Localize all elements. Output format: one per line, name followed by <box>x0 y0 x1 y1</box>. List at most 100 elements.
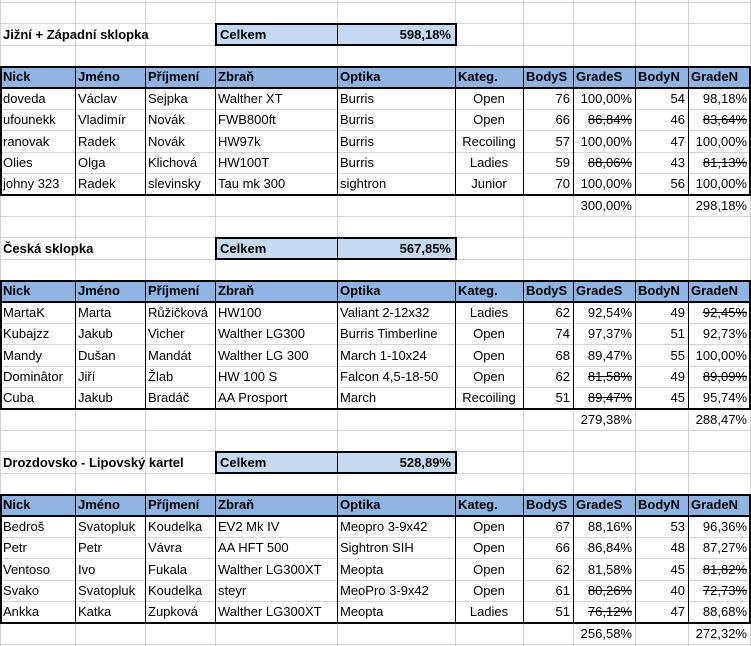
table-cell: 80,26% <box>587 582 632 598</box>
table-cell: 86,84% <box>587 112 632 128</box>
table-cell: Jakub <box>78 390 113 406</box>
table-cell: Meopro 3-9x42 <box>340 518 428 534</box>
table-cell: 88,68% <box>702 604 747 620</box>
table-cell: 47 <box>670 133 685 149</box>
table-cell: Open <box>473 582 505 598</box>
header-border <box>0 514 751 517</box>
table-cell: 81,82% <box>702 561 747 577</box>
table-cell: Mandát <box>148 347 192 363</box>
table-cell: Vladimír <box>78 112 126 128</box>
table-cell: 45 <box>670 390 685 406</box>
section-title: Česká sklopka <box>3 240 94 256</box>
table-cell: MeoPro 3-9x42 <box>340 582 429 598</box>
table-cell: 96,36% <box>702 518 747 534</box>
table-cell: 47 <box>670 604 685 620</box>
grid-line <box>0 2 751 3</box>
column-header: Příjmení <box>148 497 200 513</box>
column-header: Nick <box>3 497 31 513</box>
table-cell: Olies <box>3 154 33 170</box>
section-title: Drozdovsko - Lipovský kartel <box>3 454 184 470</box>
column-header: Zbraň <box>218 497 255 513</box>
table-cell: Sejpka <box>148 90 188 106</box>
column-header: Jméno <box>78 497 120 513</box>
grid-line <box>0 151 751 153</box>
header-border <box>0 300 751 303</box>
table-cell: AA Prosport <box>218 390 288 406</box>
table-cell: 48 <box>670 540 685 556</box>
table-cell: Open <box>473 326 505 342</box>
table-cell: Walther LG300 <box>218 326 305 342</box>
column-border <box>455 280 456 409</box>
table-cell: 62 <box>555 368 570 384</box>
table-cell: ufounekk <box>3 112 56 128</box>
table-cell: Koudelka <box>148 518 203 534</box>
table-cell: sightron <box>340 176 387 192</box>
table-cell: Vávra <box>148 540 182 556</box>
table-cell: 49 <box>670 368 685 384</box>
column-border <box>688 66 689 195</box>
table-cell: Valiant 2-12x32 <box>340 304 430 320</box>
table-cell: Walther LG300XT <box>218 561 322 577</box>
section-title: Jižní + Západní sklopka <box>3 26 149 42</box>
table-cell: Dušan <box>78 347 116 363</box>
column-header: GradeN <box>691 283 738 299</box>
column-header: Optika <box>340 497 381 513</box>
table-cell: March <box>340 390 377 406</box>
table-cell: 81,13% <box>702 154 747 170</box>
column-header: Kateg. <box>458 283 498 299</box>
table-cell: slevinsky <box>148 176 201 192</box>
column-border <box>215 280 216 409</box>
table-cell: Radek <box>78 176 116 192</box>
table-cell: Open <box>473 518 505 534</box>
column-border <box>455 66 456 195</box>
table-cell: Tau mk 300 <box>218 176 286 192</box>
column-header: GradeS <box>576 497 623 513</box>
table-cell: 81,58% <box>587 561 632 577</box>
total-divider <box>337 451 338 473</box>
total-box <box>215 451 457 474</box>
grid-line <box>0 109 751 110</box>
table-cell: Burris Timberline <box>340 326 438 342</box>
grid-line <box>0 537 751 538</box>
table-cell: Petr <box>3 540 27 556</box>
table-cell: Ladies <box>469 604 509 620</box>
total-box <box>215 23 457 46</box>
column-border <box>573 494 574 623</box>
header-bg <box>0 66 751 88</box>
table-border <box>0 494 751 624</box>
total-label: Celkem <box>220 454 267 470</box>
column-border <box>635 280 636 409</box>
total-label: Celkem <box>220 240 267 256</box>
column-header: BodyS <box>526 283 568 299</box>
table-cell: Ventoso <box>3 561 50 577</box>
table-cell: Jiří <box>78 368 96 384</box>
table-cell: Novák <box>148 112 185 128</box>
column-header: Zbraň <box>218 283 255 299</box>
table-cell: 81,58% <box>587 368 632 384</box>
table-cell: doveda <box>3 90 46 106</box>
table-cell: Vicher <box>148 326 185 342</box>
table-cell: 87,27% <box>702 540 747 556</box>
grade-s-total: 279,38% <box>580 411 632 427</box>
grid-line <box>0 323 751 324</box>
table-cell: Walther LG 300 <box>218 347 309 363</box>
column-header: BodyN <box>638 69 680 85</box>
column-header: Optika <box>340 69 381 85</box>
grid-line <box>0 644 751 645</box>
total-divider <box>337 23 338 45</box>
table-cell: 55 <box>670 347 685 363</box>
column-header: Příjmení <box>148 283 200 299</box>
table-cell: 100,00% <box>695 347 747 363</box>
table-cell: Dominâtor <box>3 368 63 384</box>
table-cell: Open <box>473 368 505 384</box>
table-cell: Olga <box>78 154 106 170</box>
table-cell: 76,12% <box>587 604 632 620</box>
table-cell: johny 323 <box>3 176 60 192</box>
table-cell: Fukala <box>148 561 188 577</box>
grade-s-total: 300,00% <box>580 197 632 213</box>
header-border <box>0 86 751 89</box>
table-cell: Zupková <box>148 604 198 620</box>
column-header: BodyN <box>638 283 680 299</box>
column-header: BodyS <box>526 497 568 513</box>
column-border <box>635 494 636 623</box>
